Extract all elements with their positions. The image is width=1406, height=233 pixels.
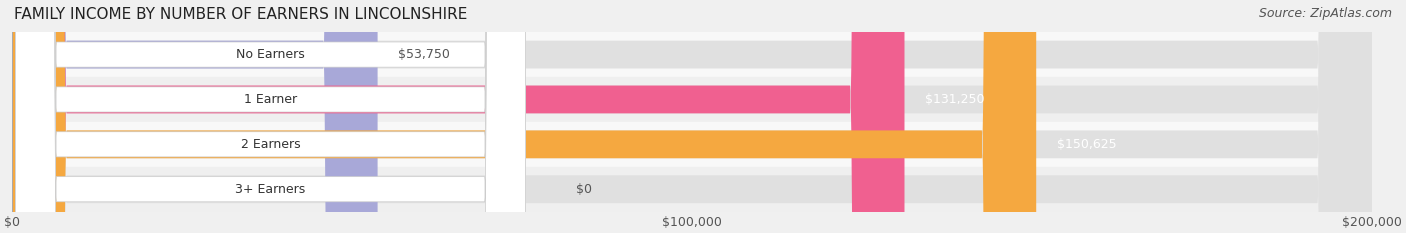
FancyBboxPatch shape xyxy=(13,0,904,233)
FancyBboxPatch shape xyxy=(15,0,526,233)
Text: 2 Earners: 2 Earners xyxy=(240,138,301,151)
Text: $0: $0 xyxy=(576,183,592,196)
Bar xyxy=(13,77,1372,122)
FancyBboxPatch shape xyxy=(15,0,526,233)
Text: $150,625: $150,625 xyxy=(1056,138,1116,151)
FancyBboxPatch shape xyxy=(13,0,1036,233)
Text: 3+ Earners: 3+ Earners xyxy=(235,183,305,196)
FancyBboxPatch shape xyxy=(15,0,526,233)
Text: $131,250: $131,250 xyxy=(925,93,984,106)
Text: FAMILY INCOME BY NUMBER OF EARNERS IN LINCOLNSHIRE: FAMILY INCOME BY NUMBER OF EARNERS IN LI… xyxy=(14,7,467,22)
FancyBboxPatch shape xyxy=(15,0,526,233)
FancyBboxPatch shape xyxy=(13,0,1372,233)
FancyBboxPatch shape xyxy=(13,0,1372,233)
Text: No Earners: No Earners xyxy=(236,48,305,61)
Bar xyxy=(13,167,1372,212)
Text: Source: ZipAtlas.com: Source: ZipAtlas.com xyxy=(1258,7,1392,20)
FancyBboxPatch shape xyxy=(13,0,378,233)
FancyBboxPatch shape xyxy=(13,0,1372,233)
Bar xyxy=(13,122,1372,167)
Bar xyxy=(13,32,1372,77)
Text: $53,750: $53,750 xyxy=(398,48,450,61)
FancyBboxPatch shape xyxy=(13,0,1372,233)
Text: 1 Earner: 1 Earner xyxy=(245,93,297,106)
